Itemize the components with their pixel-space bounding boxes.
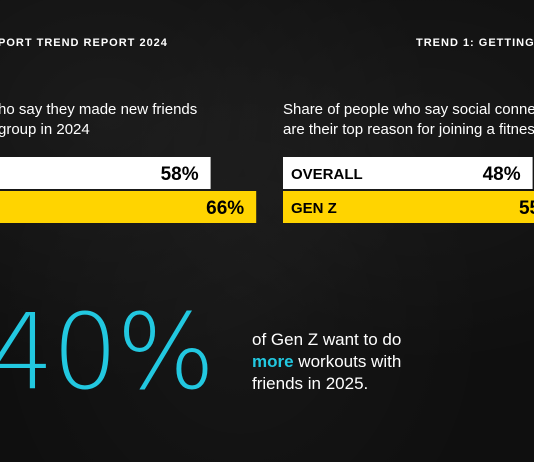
stat-line-3: friends in 2025. bbox=[252, 374, 369, 393]
stat-highlight-word: more bbox=[252, 352, 294, 371]
stat-line-2-rest: workouts with bbox=[293, 352, 402, 371]
bar-chart-2-category-label-2: GEN Z bbox=[291, 200, 337, 217]
bar-chart-1-bar-2 bbox=[0, 191, 257, 223]
bar-chart-1-bar-1 bbox=[0, 157, 211, 189]
bar-chart-2-bar-1 bbox=[283, 157, 533, 189]
stat-description: of Gen Z want to do more workouts with f… bbox=[252, 329, 401, 395]
left-desc-line-1: ho say they made new friends bbox=[0, 101, 198, 118]
bar-chart-1-value-label-2: 66% bbox=[206, 198, 244, 219]
bar-chart-2-value-label-2: 55% bbox=[519, 198, 534, 219]
trend-title-kicker: TREND 1: GETTING SO bbox=[416, 37, 534, 49]
left-chart-description: ho say they made new friends group in 20… bbox=[0, 100, 197, 140]
bar-chart-2-category-label-1: OVERALL bbox=[291, 166, 363, 183]
big-stat-number: 40% bbox=[0, 291, 215, 413]
stat-line-1: of Gen Z want to do bbox=[252, 330, 402, 349]
right-desc-line-2: are their top reason for joining a fitne… bbox=[283, 121, 534, 138]
left-desc-line-2: group in 2024 bbox=[0, 121, 90, 138]
report-title-kicker: PORT TREND REPORT 2024 bbox=[0, 37, 168, 49]
right-chart-description: Share of people who say social connec ar… bbox=[283, 100, 534, 140]
stat-line-2: more workouts with bbox=[252, 351, 401, 373]
bar-chart-2-bar-2 bbox=[283, 191, 534, 223]
right-desc-line-1: Share of people who say social connec bbox=[283, 101, 534, 118]
bar-chart-1-value-label-1: 58% bbox=[161, 164, 199, 185]
bar-chart-2-value-label-1: 48% bbox=[483, 164, 521, 185]
